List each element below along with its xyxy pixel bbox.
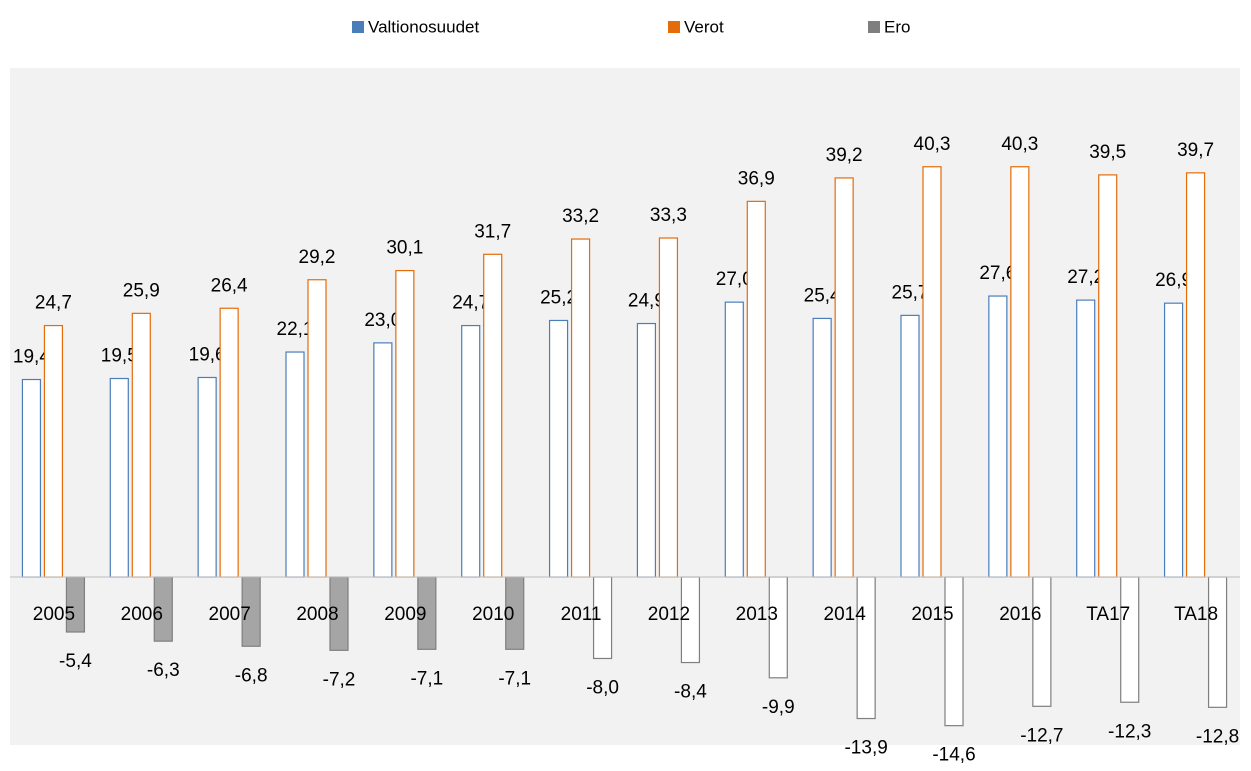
bar	[570, 238, 591, 578]
data-label: 26,4	[211, 275, 248, 296]
data-label: -14,6	[932, 745, 975, 766]
data-label: -8,4	[674, 682, 707, 703]
data-label: 25,9	[123, 280, 160, 301]
data-label: 24,7	[452, 293, 489, 314]
bar	[768, 576, 788, 679]
bar	[1163, 302, 1184, 578]
data-label: 33,2	[562, 206, 599, 227]
bar	[1098, 174, 1118, 578]
bar	[109, 377, 129, 578]
legend-label: Ero	[884, 17, 910, 36]
bar	[373, 342, 393, 578]
x-tick-label: 2005	[33, 604, 75, 625]
data-label: -8,0	[586, 677, 619, 698]
data-label: 25,4	[804, 285, 841, 306]
legend-label: Valtionosuudet	[368, 17, 479, 36]
data-label: -7,2	[323, 669, 356, 690]
data-label: -7,1	[410, 668, 443, 689]
data-label: 30,1	[386, 238, 423, 259]
x-tick-label: 2006	[121, 604, 163, 625]
x-tick-label: 2008	[296, 604, 338, 625]
bar	[131, 312, 151, 578]
data-label: 39,5	[1089, 142, 1126, 163]
x-tick-label: TA17	[1086, 604, 1130, 625]
data-label: 27,6	[979, 263, 1016, 284]
data-label: 19,4	[13, 347, 50, 368]
data-label: 19,5	[101, 346, 138, 367]
bar	[285, 351, 305, 578]
bar	[483, 253, 503, 578]
x-tick-label: 2016	[999, 604, 1041, 625]
bar	[658, 237, 679, 578]
bar	[1032, 576, 1052, 707]
bar	[1185, 172, 1206, 578]
bar	[197, 376, 217, 578]
bar	[724, 301, 744, 578]
legend-swatch	[868, 21, 880, 33]
bar	[395, 269, 415, 578]
x-tick-label: 2007	[209, 604, 251, 625]
bar	[856, 576, 876, 720]
bar	[988, 295, 1008, 578]
data-label: 24,9	[628, 291, 665, 312]
data-label: 22,1	[277, 319, 314, 340]
data-label: -5,4	[59, 651, 92, 672]
legend-label: Verot	[684, 17, 724, 36]
bar	[1010, 166, 1030, 578]
data-label: 27,2	[1067, 267, 1104, 288]
data-label: 23,0	[364, 310, 401, 331]
data-label: 31,7	[474, 221, 511, 242]
data-label: 40,3	[1001, 134, 1038, 155]
data-label: 19,6	[189, 345, 226, 366]
x-tick-label: 2011	[561, 604, 602, 625]
data-label: 29,2	[299, 247, 336, 268]
data-label: 39,2	[826, 145, 863, 166]
bar	[307, 279, 327, 578]
data-label: -12,8	[1196, 726, 1239, 747]
x-tick-label: 2014	[824, 604, 867, 625]
x-tick-label: TA18	[1174, 604, 1218, 625]
x-tick-label: 2009	[384, 604, 426, 625]
x-tick-label: 2015	[911, 604, 953, 625]
bar	[1120, 576, 1140, 703]
data-label: 25,2	[540, 287, 577, 308]
bar	[922, 166, 942, 578]
bar	[636, 322, 657, 578]
bar	[944, 576, 964, 727]
data-label: 36,9	[738, 168, 775, 189]
bar	[812, 317, 832, 578]
data-label: 25,7	[892, 282, 929, 303]
bar	[834, 177, 854, 578]
x-tick-label: 2013	[736, 604, 778, 625]
bar	[1076, 299, 1096, 578]
bar	[43, 324, 64, 578]
x-tick-label: 2012	[648, 604, 690, 625]
plot-area	[10, 68, 1240, 745]
data-label: -6,8	[235, 665, 268, 686]
bar	[21, 378, 42, 578]
data-label: 26,9	[1155, 270, 1192, 291]
x-tick-label: 2010	[472, 604, 514, 625]
bar	[1207, 576, 1228, 708]
data-label: 27,0	[716, 269, 753, 290]
data-label: 24,7	[35, 293, 72, 314]
legend-swatch	[352, 21, 364, 33]
data-label: -7,1	[498, 668, 531, 689]
data-label: -9,9	[762, 697, 795, 718]
bar	[900, 314, 920, 578]
data-label: 40,3	[914, 134, 951, 155]
bar	[219, 307, 239, 578]
data-label: -12,3	[1108, 721, 1151, 742]
legend-swatch	[668, 21, 680, 33]
data-label: -12,7	[1020, 725, 1063, 746]
bar	[746, 200, 766, 578]
data-label: 33,3	[650, 205, 687, 226]
data-label: -6,3	[147, 660, 180, 681]
bar	[461, 324, 481, 578]
data-label: 39,7	[1177, 140, 1214, 161]
data-label: -13,9	[844, 738, 887, 759]
bar	[548, 319, 569, 578]
